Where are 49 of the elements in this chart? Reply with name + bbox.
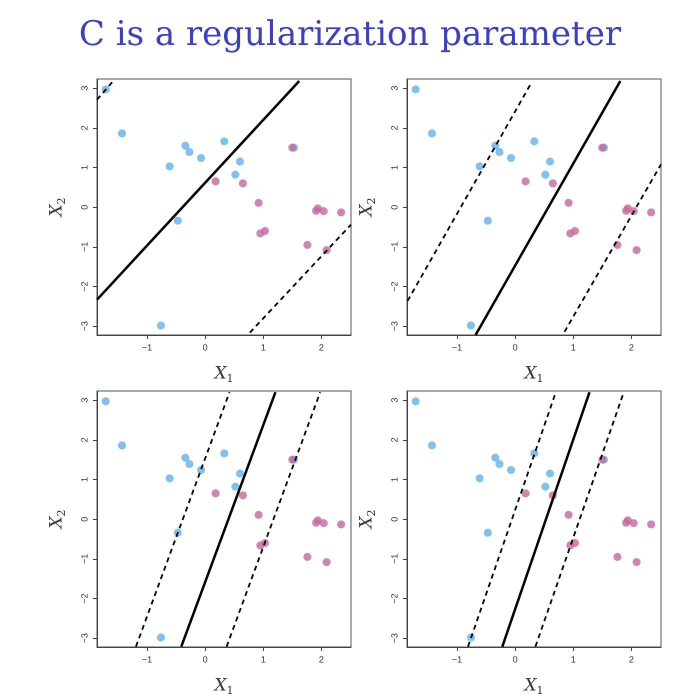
x-tick-label: 0 xyxy=(202,654,208,664)
y-tick-label: −3 xyxy=(80,321,90,332)
y-axis-title: X2 xyxy=(46,197,68,219)
y-tick-label: −3 xyxy=(390,321,400,332)
y-tick-label: −1 xyxy=(80,554,90,564)
y-tick-label: −1 xyxy=(390,242,400,252)
x-tick-label: 2 xyxy=(318,654,324,664)
y-tick-label: −3 xyxy=(80,633,90,644)
y-tick-label: −2 xyxy=(390,593,400,604)
x-tick-label: 2 xyxy=(628,654,634,664)
x-tick-label: −1 xyxy=(452,654,462,664)
x-tick-label: 2 xyxy=(318,342,324,352)
x-tick-label: −1 xyxy=(142,342,152,352)
y-tick-label: 0 xyxy=(390,516,400,522)
y-tick-label: 0 xyxy=(390,204,400,210)
y-tick-label: 3 xyxy=(390,398,400,403)
y-tick-label: −3 xyxy=(390,633,400,644)
y-tick-label: 3 xyxy=(80,398,90,403)
y-axis-title: X2 xyxy=(356,197,378,219)
x-tick-label: −1 xyxy=(452,342,462,352)
y-axis-title: X2 xyxy=(46,509,68,531)
y-tick-label: −2 xyxy=(80,593,90,604)
y-tick-label: 1 xyxy=(80,477,90,482)
x-tick-label: 0 xyxy=(512,342,518,352)
y-axis-title: X2 xyxy=(356,509,378,531)
y-tick-label: −2 xyxy=(80,281,90,292)
y-tick-label: 2 xyxy=(80,437,90,442)
x-tick-label: 0 xyxy=(512,654,518,664)
x-tick-label: 1 xyxy=(570,654,576,664)
x-tick-label: 1 xyxy=(570,342,576,352)
y-tick-label: 0 xyxy=(80,516,90,522)
y-tick-label: 3 xyxy=(80,86,90,91)
y-tick-label: −1 xyxy=(80,242,90,252)
y-tick-label: 1 xyxy=(390,477,400,482)
y-tick-label: 3 xyxy=(390,86,400,91)
x-tick-label: 2 xyxy=(628,342,634,352)
y-tick-label: 2 xyxy=(390,437,400,442)
x-tick-label: −1 xyxy=(142,654,152,664)
y-tick-label: 2 xyxy=(80,125,90,130)
y-tick-label: −1 xyxy=(390,554,400,564)
chart-title: C is a regularization parameter xyxy=(78,14,622,54)
x-tick-label: 1 xyxy=(260,654,266,664)
y-tick-label: 2 xyxy=(390,125,400,130)
y-tick-label: 0 xyxy=(80,204,90,210)
x-tick-label: 0 xyxy=(202,342,208,352)
y-tick-label: 1 xyxy=(390,165,400,170)
y-tick-label: −2 xyxy=(390,281,400,292)
x-tick-label: 1 xyxy=(260,342,266,352)
y-tick-label: 1 xyxy=(80,165,90,170)
